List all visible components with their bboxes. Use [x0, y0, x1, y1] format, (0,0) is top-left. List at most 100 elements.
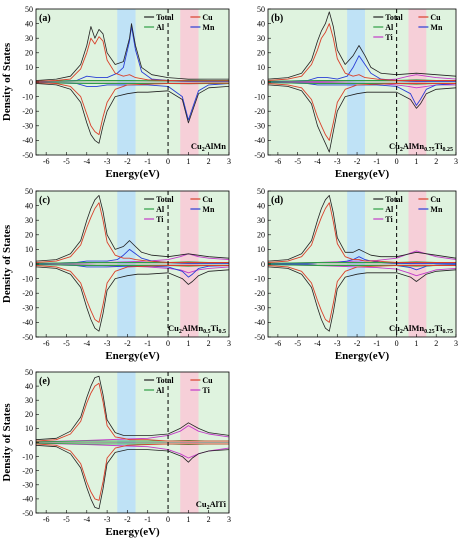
y-tick-label: -10: [22, 274, 33, 283]
y-tick-label: -10: [254, 274, 265, 283]
x-tick-label: -3: [104, 515, 111, 524]
y-tick-label: -40: [254, 318, 265, 327]
legend-label-total: Total: [385, 13, 403, 22]
y-tick-label: -30: [254, 304, 265, 313]
composition-subscript: 0.5: [203, 329, 211, 335]
y-tick-label: -50: [254, 151, 265, 160]
series-total-spin-down: [35, 83, 230, 144]
x-tick-label: -5: [294, 339, 301, 348]
y-axis-label: Density of States: [1, 224, 13, 303]
x-axis-label: Energy(eV): [335, 168, 390, 180]
legend-label-ti: Ti: [156, 215, 164, 224]
y-tick-label: 50: [25, 368, 33, 377]
y-tick-label: -40: [254, 136, 265, 145]
legend-label-total: Total: [156, 195, 174, 204]
legend-label-ti: Ti: [385, 215, 393, 224]
x-tick-label: -3: [104, 339, 111, 348]
panel-label: (a): [39, 13, 51, 24]
y-tick-label: 0: [29, 260, 33, 269]
y-tick-label: -50: [254, 333, 265, 342]
series-mn-spin-up: [267, 55, 456, 83]
x-tick-label: 1: [414, 339, 418, 348]
legend: Total Cu Al Ti: [144, 376, 213, 395]
x-tick-label: -5: [63, 515, 70, 524]
legend-label-al: Al: [385, 205, 394, 214]
legend: Total Cu Al Mn Ti: [373, 13, 443, 42]
x-tick-label: -1: [144, 157, 151, 166]
composition-subscript: 2: [202, 147, 205, 153]
legend-label-al: Al: [385, 23, 394, 32]
composition-text: Cu: [389, 141, 400, 151]
legend-label-ti: Ti: [385, 33, 393, 42]
composition-label: Cu2AlMn: [191, 141, 226, 153]
y-tick-label: -50: [22, 509, 33, 518]
legend-label-cu: Cu: [430, 195, 441, 204]
x-tick-label: 1: [186, 339, 190, 348]
series-total-spin-up: [35, 23, 229, 81]
series-cu-spin-down: [267, 265, 456, 323]
x-tick-label: 1: [186, 157, 190, 166]
composition-label: Cu2AlMn0.5Ti0.5: [168, 323, 226, 335]
x-tick-label: -6: [275, 339, 282, 348]
composition-subscript: 2: [400, 147, 403, 153]
x-axis-label: Energy(eV): [105, 168, 160, 180]
composition-label: Cu2AlTi: [196, 499, 227, 511]
y-tick-label: 40: [257, 19, 265, 28]
composition-subscript: 0.75: [424, 147, 435, 153]
x-tick-label: -2: [124, 515, 131, 524]
composition-text: Ti: [435, 323, 444, 333]
legend-label-mn: Mn: [430, 205, 443, 214]
composition-label: Cu2AlMn0.25Ti0.75: [389, 323, 453, 335]
x-tick-label: 0: [166, 339, 170, 348]
x-tick-label: 3: [227, 515, 231, 524]
y-tick-label: -40: [22, 318, 33, 327]
y-tick-label: 20: [25, 49, 33, 58]
x-tick-label: -4: [83, 339, 90, 348]
series-total-spin-up: [35, 195, 230, 262]
panel-label: (c): [39, 195, 50, 206]
x-tick-label: -5: [63, 157, 70, 166]
x-tick-label: -5: [294, 157, 301, 166]
series-ti-spin-down: [267, 263, 457, 277]
legend: Total Cu Al Mn: [144, 13, 215, 32]
y-tick-label: 50: [25, 5, 33, 14]
y-tick-label: 40: [257, 201, 265, 210]
series-ti-spin-up: [35, 425, 230, 443]
dos-panel-5: -6 -5 -4 -3 -2 -1 0 1 2 3-50-40-30-20-10010203040…: [1, 368, 231, 538]
x-axis-label: Energy(eV): [335, 350, 390, 362]
dos-panel-1: -6 -5 -4 -3 -2 -1 0 1 2 3-50-40-30-20-10010203040…: [1, 5, 231, 180]
y-tick-label: 0: [261, 78, 265, 87]
composition-subscript: 2: [179, 329, 182, 335]
legend-label-total: Total: [156, 13, 174, 22]
x-tick-label: 2: [434, 157, 438, 166]
y-tick-label: -20: [22, 289, 33, 298]
series-total-spin-up: [267, 11, 457, 80]
x-tick-label: -2: [354, 339, 361, 348]
x-tick-label: 1: [414, 157, 418, 166]
x-tick-label: 1: [186, 515, 190, 524]
y-tick-label: 20: [257, 231, 265, 240]
legend-label-ti: Ti: [202, 386, 210, 395]
x-tick-label: -3: [334, 339, 341, 348]
series-cu-spin-up: [35, 382, 229, 442]
x-tick-label: -6: [275, 157, 282, 166]
legend-label-mn: Mn: [202, 205, 215, 214]
y-tick-label: 0: [261, 260, 265, 269]
composition-subscript: 2: [400, 329, 403, 335]
x-tick-label: -5: [63, 339, 70, 348]
y-tick-label: 50: [25, 187, 33, 196]
x-tick-label: -4: [314, 339, 321, 348]
x-tick-label: -1: [374, 339, 381, 348]
legend-label-cu: Cu: [430, 13, 441, 22]
composition-text: Ti: [435, 141, 444, 151]
x-tick-label: 2: [207, 157, 211, 166]
x-tick-label: 2: [207, 339, 211, 348]
series-total-spin-down: [267, 266, 457, 332]
series-total-spin-down: [267, 84, 457, 153]
y-tick-label: 10: [25, 245, 33, 254]
y-tick-label: -10: [22, 92, 33, 101]
composition-text: AlMn: [403, 323, 425, 333]
series-mn-spin-down: [35, 263, 230, 278]
panel-label: (d): [271, 195, 283, 206]
x-tick-label: -3: [104, 157, 111, 166]
